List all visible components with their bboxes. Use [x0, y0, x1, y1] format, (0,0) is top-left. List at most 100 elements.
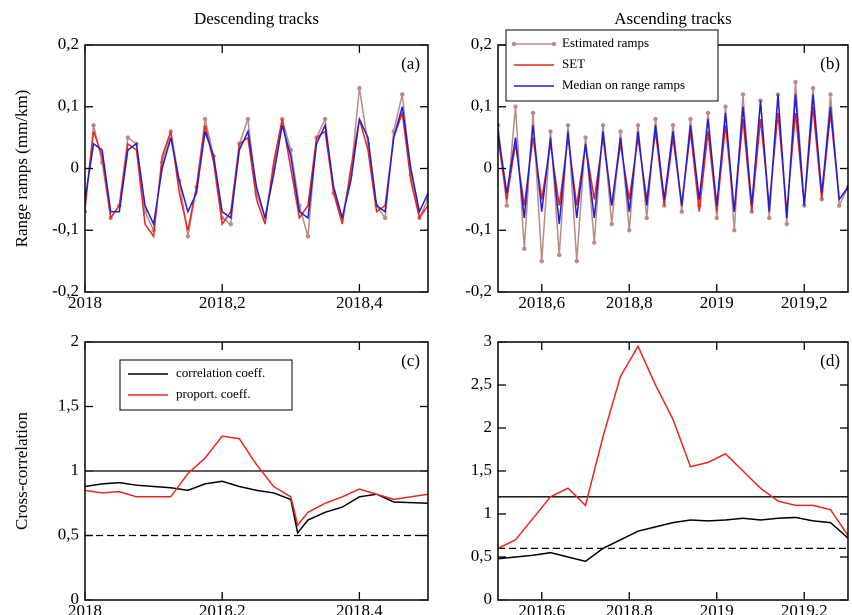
data-point [670, 123, 676, 128]
data-point [714, 215, 719, 221]
y-tick-label: 1 [71, 460, 80, 479]
data-point [583, 135, 588, 140]
data-point [635, 123, 641, 128]
x-tick-label: 2018,2 [199, 601, 246, 615]
data-point [627, 228, 632, 233]
data-point [705, 110, 711, 116]
plot-frame [497, 341, 849, 601]
data-point [793, 79, 798, 85]
data-point [740, 92, 746, 97]
panel-label: (c) [401, 351, 420, 370]
data-point [609, 221, 614, 227]
data-point [810, 86, 816, 91]
y-axis-label: Cross-correlation [12, 411, 31, 530]
data-point [322, 116, 328, 122]
panel-title: Descending tracks [194, 9, 319, 28]
y-tick-label: -0,2 [465, 281, 492, 300]
data-point [828, 92, 833, 97]
data-point [644, 215, 649, 221]
data-line [498, 516, 848, 563]
data-point [245, 116, 251, 122]
panel-label: (b) [820, 54, 840, 73]
y-tick-label: 2 [484, 417, 493, 436]
x-tick-label: 2018,8 [606, 601, 653, 615]
legend-label: SET [562, 56, 585, 71]
x-tick-label: 2019,2 [781, 601, 828, 615]
data-point [400, 92, 405, 97]
plot-area [85, 86, 428, 239]
y-tick-label: 0 [71, 157, 80, 176]
y-tick-label: 2 [71, 331, 80, 350]
data-point [723, 104, 728, 109]
data-line [498, 344, 848, 550]
y-tick-label: 0,1 [58, 96, 79, 115]
data-line [85, 106, 428, 227]
data-point [305, 234, 311, 239]
data-point [513, 104, 518, 109]
y-tick-label: 1,5 [471, 460, 492, 479]
y-axis-label: Range ramps (mm/km) [12, 90, 31, 248]
legend-marker [511, 41, 517, 47]
data-line [85, 88, 428, 237]
y-tick-label: 0,2 [58, 34, 79, 53]
data-point [688, 116, 693, 122]
data-point [784, 221, 789, 227]
x-tick-label: 2018,6 [518, 601, 565, 615]
data-point [125, 135, 131, 140]
data-line [85, 435, 428, 527]
y-tick-label: -0,2 [52, 281, 79, 300]
data-point [767, 215, 772, 221]
data-point [228, 221, 233, 227]
legend-label: Median on range ramps [562, 77, 685, 92]
data-point [557, 252, 562, 258]
y-tick-label: 0 [484, 589, 493, 608]
panel-label: (d) [820, 351, 840, 370]
data-point [548, 129, 553, 134]
data-point [202, 116, 208, 122]
data-point [837, 203, 842, 208]
plot-area [498, 79, 848, 264]
x-tick-label: 2018,4 [336, 601, 383, 615]
data-point [382, 215, 388, 221]
x-tick-label: 2018,2 [199, 293, 246, 312]
legend-box [119, 359, 293, 411]
y-tick-label: -0,1 [52, 219, 79, 238]
y-tick-label: 0,5 [58, 524, 79, 543]
legend-label: Estimated ramps [562, 35, 649, 50]
panel-title: Ascending tracks [614, 9, 732, 28]
data-point [592, 240, 597, 245]
data-point [732, 228, 737, 233]
legend-label: proport. coeff. [176, 386, 250, 401]
data-line [498, 81, 848, 262]
x-tick-label: 2019,2 [781, 293, 828, 312]
y-tick-label: -0,1 [465, 219, 492, 238]
y-tick-label: 3 [484, 331, 493, 350]
y-tick-label: 0,1 [471, 96, 492, 115]
y-tick-label: 0 [484, 157, 493, 176]
data-point [600, 123, 606, 128]
y-tick-label: 1,5 [58, 395, 79, 414]
data-point [530, 110, 536, 116]
data-point [565, 123, 571, 128]
data-point [574, 258, 579, 264]
data-point [522, 246, 527, 251]
x-tick-label: 2019 [700, 601, 734, 615]
panel-label: (a) [401, 54, 420, 73]
data-point [653, 116, 658, 122]
y-tick-label: 0 [71, 589, 80, 608]
x-tick-label: 2018,4 [336, 293, 383, 312]
plot-frame [84, 44, 429, 293]
data-line [498, 106, 848, 212]
data-point [679, 209, 684, 214]
x-tick-label: 2019 [700, 293, 734, 312]
y-tick-label: 2,5 [471, 374, 492, 393]
data-point [504, 203, 509, 208]
legend-label: correlation coeff. [176, 365, 265, 380]
data-point [539, 258, 544, 264]
x-tick-label: 2018 [68, 293, 102, 312]
y-tick-label: 1 [484, 503, 493, 522]
data-line [85, 480, 428, 535]
x-tick-label: 2018 [68, 601, 102, 615]
data-line [498, 94, 848, 225]
